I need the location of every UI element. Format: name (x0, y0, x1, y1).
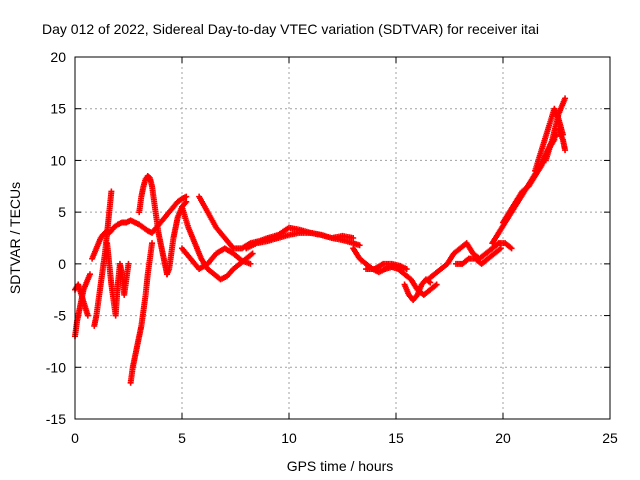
x-tick-label: 5 (178, 430, 186, 446)
series-arc15 (401, 276, 434, 304)
data-point-marker (497, 245, 504, 252)
y-tick-label: 0 (58, 256, 66, 272)
x-tick-label: 10 (281, 430, 297, 446)
x-tick-labels: 0 5 10 15 20 25 (71, 430, 618, 446)
plot-frame (74, 56, 611, 420)
chart-title: Day 012 of 2022, Sidereal Day-to-day VTE… (42, 21, 539, 37)
y-tick-label: 10 (50, 152, 66, 168)
series-arc5 (104, 240, 132, 319)
x-tick-label: 0 (71, 430, 79, 446)
series-arc13 (350, 245, 440, 298)
x-tick-label: 25 (602, 430, 618, 446)
series-arc17 (452, 245, 504, 267)
y-tick-label: -15 (46, 411, 66, 427)
y-tick-label: 20 (50, 49, 66, 65)
data-point-marker (183, 193, 190, 200)
series-arc22 (555, 126, 569, 154)
data-point-marker (149, 240, 156, 247)
data-point-marker (433, 281, 440, 288)
x-tick-label: 20 (495, 430, 511, 446)
series-arc2 (72, 281, 91, 319)
series-arc11 (196, 193, 357, 252)
data-point-marker (350, 235, 357, 241)
x-tick-label: 15 (388, 430, 404, 446)
data-point-marker (562, 95, 569, 102)
data-point-marker (183, 198, 190, 205)
series-arc3 (89, 193, 190, 262)
x-axis-label: GPS time / hours (287, 458, 394, 474)
y-tick-label: 15 (50, 101, 66, 117)
series-arc8 (164, 198, 190, 278)
series-arc16 (425, 240, 515, 283)
data-point-marker (403, 266, 410, 273)
series-arc6 (127, 240, 156, 386)
y-tick-label: -5 (54, 308, 67, 324)
y-axis-label: SDTVAR / TECUs (7, 182, 23, 294)
data-point-marker (249, 250, 256, 257)
series-arc10 (179, 245, 254, 273)
data-point-marker (508, 245, 515, 252)
series-arc12 (243, 229, 363, 252)
y-tick-labels: -15 -10 -5 0 5 10 15 20 (46, 49, 66, 427)
data-point-marker (562, 147, 569, 154)
data-point-marker (247, 260, 254, 267)
data-point-marker (86, 271, 93, 278)
data-series (72, 95, 569, 386)
grid-lines (75, 57, 610, 419)
y-tick-label: -10 (46, 359, 66, 375)
data-point-marker (84, 312, 91, 319)
y-tick-label: 5 (58, 204, 66, 220)
series-arc21 (542, 95, 569, 164)
data-point-marker (108, 188, 115, 195)
series-arc19 (500, 136, 558, 226)
series-arc9 (179, 203, 256, 283)
data-point-marker (427, 279, 434, 286)
data-point-marker (125, 260, 132, 267)
series-arc14 (363, 260, 410, 273)
data-point-marker (356, 242, 363, 249)
